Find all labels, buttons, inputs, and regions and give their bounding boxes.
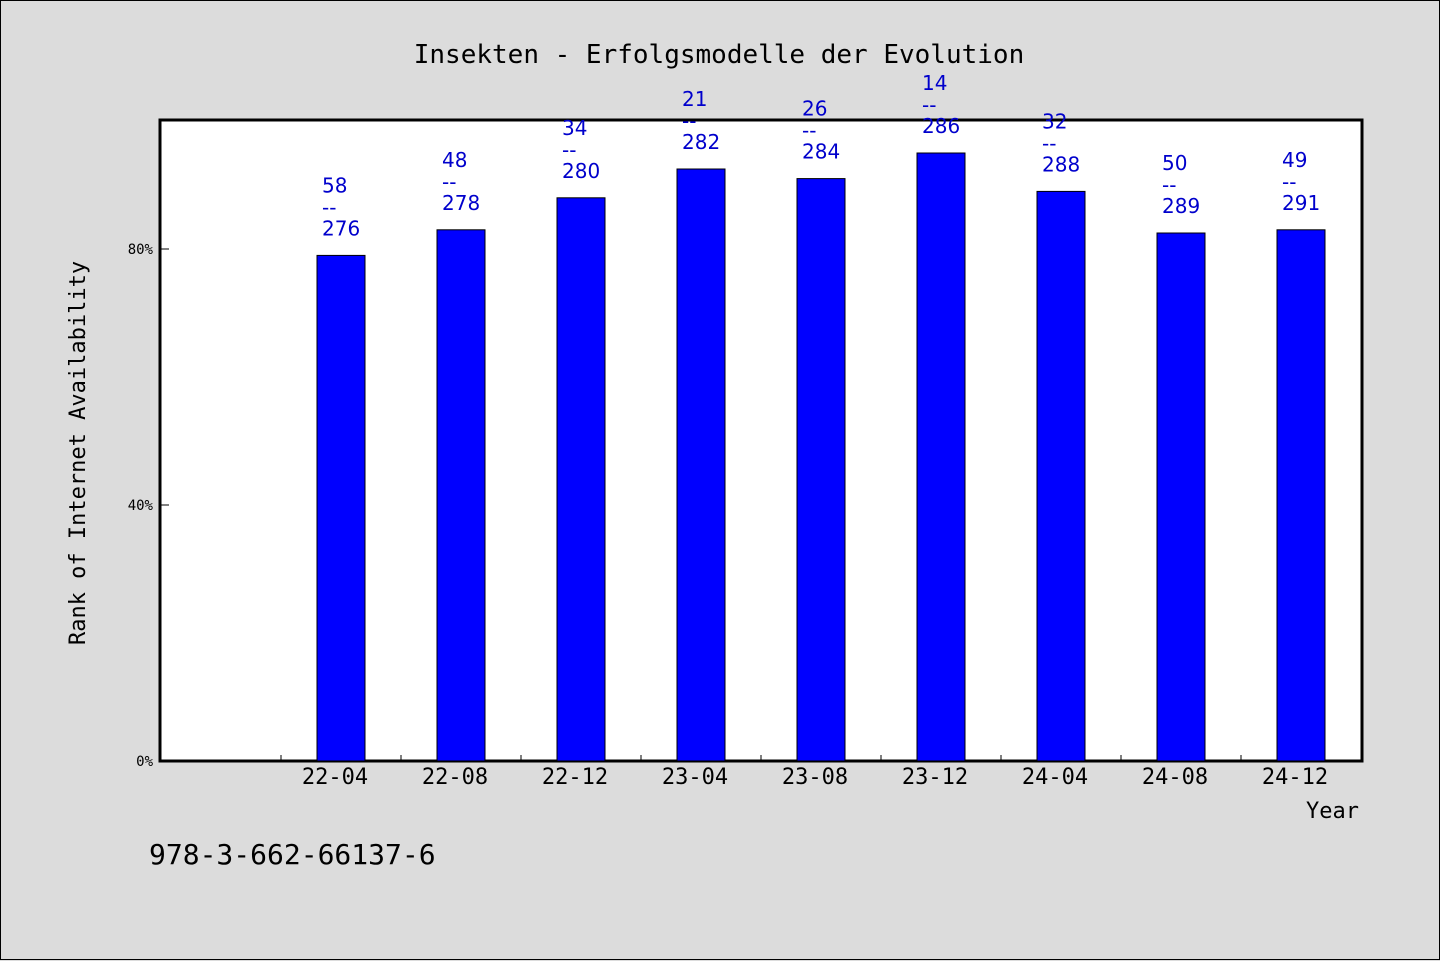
x-tick-label: 22-04 bbox=[302, 765, 368, 790]
x-tick-label: 22-08 bbox=[422, 765, 488, 790]
x-tick-label: 22-12 bbox=[542, 765, 608, 790]
data-label-separator: -- bbox=[1042, 131, 1056, 155]
x-tick-label: 24-04 bbox=[1022, 765, 1088, 790]
data-label-separator: -- bbox=[1282, 170, 1296, 194]
x-axis-label: Year bbox=[1306, 799, 1359, 824]
y-tick-label: 80% bbox=[128, 242, 154, 258]
bar-23-12 bbox=[916, 152, 966, 762]
x-tick-label: 23-04 bbox=[662, 765, 728, 790]
bar-24-08 bbox=[1156, 232, 1206, 762]
data-label-bottom: 284 bbox=[802, 140, 840, 164]
data-label-bottom: 291 bbox=[1282, 191, 1320, 215]
data-label-top: 32 bbox=[1042, 109, 1067, 133]
bar-24-04 bbox=[1036, 190, 1086, 762]
data-label-top: 34 bbox=[562, 116, 587, 140]
data-label-top: 50 bbox=[1162, 151, 1187, 175]
data-label-top: 26 bbox=[802, 97, 827, 121]
isbn-footnote: 978-3-662-66137-6 bbox=[149, 838, 436, 871]
data-label-bottom: 286 bbox=[922, 114, 960, 138]
x-tick-label: 24-12 bbox=[1262, 765, 1328, 790]
data-label-bottom: 289 bbox=[1162, 194, 1200, 218]
data-label-separator: -- bbox=[322, 195, 336, 219]
data-label-top: 14 bbox=[922, 71, 947, 95]
bar-22-08 bbox=[436, 229, 486, 762]
y-tick-label: 40% bbox=[128, 498, 154, 514]
data-label-bottom: 282 bbox=[682, 130, 720, 154]
y-ticks-group: 0% 40% 80% bbox=[128, 242, 169, 770]
data-label-separator: -- bbox=[802, 119, 816, 143]
bar-24-12 bbox=[1276, 229, 1326, 762]
bar-23-04 bbox=[676, 168, 726, 762]
data-label-separator: -- bbox=[682, 109, 696, 133]
data-label-separator: -- bbox=[922, 93, 936, 117]
x-tick-label: 24-08 bbox=[1142, 765, 1208, 790]
bar-22-04 bbox=[316, 254, 366, 762]
y-tick-label: 0% bbox=[136, 754, 153, 770]
data-label-separator: -- bbox=[442, 170, 456, 194]
data-label-bottom: 280 bbox=[562, 159, 600, 183]
data-label-top: 21 bbox=[682, 87, 707, 111]
x-ticks-group: 22-04 22-08 22-12 23-04 23-08 23-12 24-04 24-08… bbox=[280, 755, 1362, 790]
bar-22-12 bbox=[556, 197, 606, 762]
data-label-separator: -- bbox=[562, 138, 576, 162]
bar-23-08 bbox=[796, 178, 846, 762]
data-label-separator: -- bbox=[1162, 173, 1176, 197]
data-label-top: 58 bbox=[322, 173, 347, 197]
x-tick-label: 23-08 bbox=[782, 765, 848, 790]
y-axis-label: Rank of Internet Availability bbox=[66, 261, 91, 645]
data-label-bottom: 288 bbox=[1042, 152, 1080, 176]
data-label-top: 48 bbox=[442, 148, 467, 172]
bars-group bbox=[316, 152, 1326, 762]
chart-title: Insekten - Erfolgsmodelle der Evolution bbox=[414, 40, 1024, 70]
data-label-bottom: 276 bbox=[322, 216, 360, 240]
x-tick-label: 23-12 bbox=[902, 765, 968, 790]
data-label-top: 49 bbox=[1282, 148, 1307, 172]
data-label-bottom: 278 bbox=[442, 191, 480, 215]
